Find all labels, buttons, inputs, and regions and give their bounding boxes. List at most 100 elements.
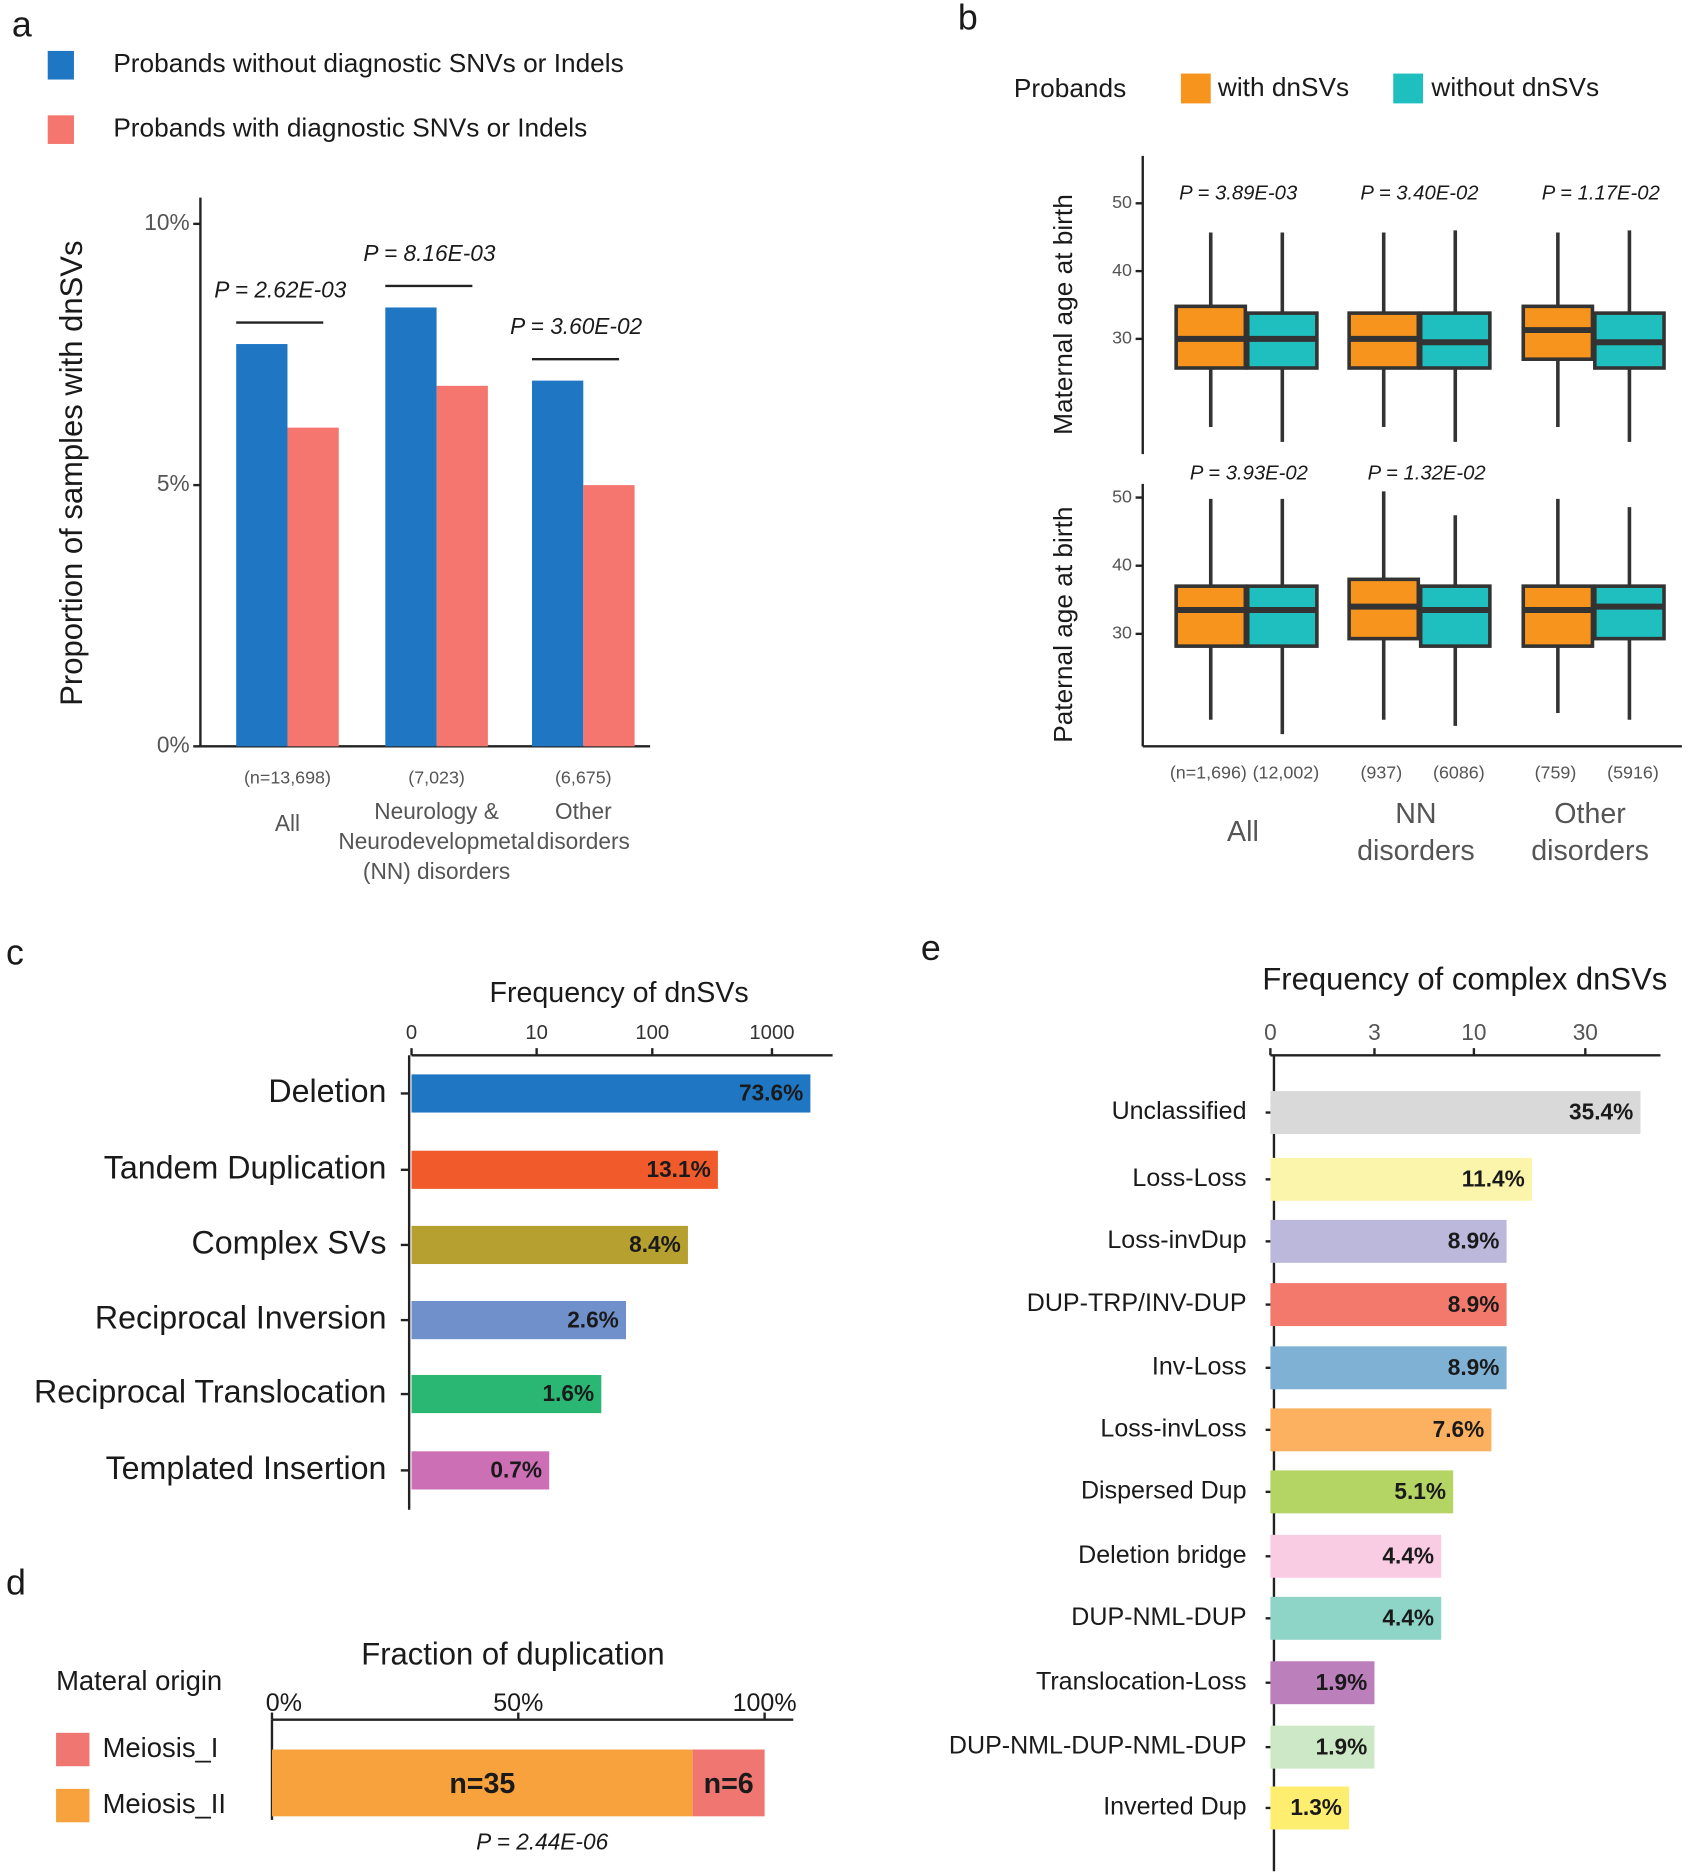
x-tick-label: disorders [1531, 835, 1649, 867]
x-tick-label: (NN) disorders [363, 858, 510, 884]
bar-label: n=35 [449, 1768, 515, 1800]
p-value: P = 1.32E-02 [1368, 463, 1486, 485]
n-label: (6,675) [555, 767, 612, 787]
y-tick-label: Loss-invDup [1107, 1226, 1246, 1254]
p-value: P = 8.16E-03 [363, 240, 495, 266]
p-value: P = 2.44E-06 [476, 1829, 608, 1855]
y-tick-label: Loss-Loss [1132, 1164, 1246, 1192]
x-tick-label: NN [1395, 798, 1436, 830]
y-tick-label: Tandem Duplication [104, 1149, 387, 1185]
legend-label: Meiosis_II [103, 1788, 226, 1819]
bar [236, 344, 288, 747]
bar [436, 385, 488, 747]
bar-label: 73.6% [739, 1080, 803, 1106]
legend-label: Meiosis_I [103, 1732, 219, 1763]
bar [1270, 1408, 1492, 1452]
x-tick-label: 100 [635, 1022, 669, 1044]
bar-label: 4.4% [1382, 1604, 1434, 1630]
bar [1270, 1157, 1532, 1201]
bar [1270, 1091, 1641, 1135]
y-tick-label: Reciprocal Inversion [95, 1300, 387, 1336]
bar-label: 1.9% [1316, 1669, 1368, 1695]
bar-label: 5.1% [1394, 1478, 1446, 1504]
box [1521, 584, 1595, 648]
bar-label: 4.4% [1382, 1542, 1434, 1568]
p-value: P = 2.62E-03 [214, 277, 346, 303]
y-tick-label: 30 [1112, 328, 1132, 348]
panel-label: a [12, 5, 32, 45]
bar-label: 13.1% [646, 1156, 710, 1182]
bar-label: 8.9% [1448, 1291, 1500, 1317]
bar-label: n=6 [704, 1768, 754, 1800]
x-tick-label: 100% [733, 1689, 797, 1717]
bar [411, 1301, 626, 1340]
y-tick-label: DUP-NML-DUP [1071, 1603, 1246, 1631]
p-value: P = 3.60E-02 [510, 313, 642, 339]
bar [411, 1451, 550, 1490]
bar [1270, 1661, 1375, 1705]
n-label: (6086) [1433, 762, 1485, 782]
x-tick-label: All [275, 810, 300, 836]
x-tick-label: 30 [1573, 1019, 1598, 1045]
bar [1270, 1596, 1442, 1640]
y-tick-label: 0% [157, 731, 190, 757]
bar [385, 307, 437, 747]
n-label: (937) [1360, 762, 1402, 782]
y-tick-label: DUP-TRP/INV-DUP [1027, 1289, 1247, 1317]
chart-title: Frequency of dnSVs [489, 977, 748, 1009]
box [1418, 584, 1492, 648]
bar [532, 380, 584, 747]
y-tick-label: Complex SVs [191, 1224, 386, 1260]
bar-label: 2.6% [567, 1306, 619, 1332]
x-tick-label: Other [555, 798, 612, 824]
y-tick-label: 40 [1112, 260, 1132, 280]
panel-label: e [921, 928, 941, 968]
legend-label: Probands with diagnostic SNVs or Indels [113, 113, 587, 143]
bar-label: 1.3% [1290, 1794, 1342, 1820]
y-tick-label: 40 [1112, 554, 1132, 574]
y-tick-label: Inverted Dup [1103, 1793, 1246, 1821]
x-tick-label: 0 [1264, 1019, 1277, 1045]
y-tick-label: 50 [1112, 192, 1132, 212]
y-tick-label: Reciprocal Translocation [34, 1374, 386, 1410]
bar-label: 7.6% [1433, 1416, 1485, 1442]
legend-label: with dnSVs [1217, 72, 1349, 102]
box [1593, 584, 1666, 641]
y-tick-label: 5% [157, 470, 190, 496]
box [1245, 584, 1319, 648]
legend-swatch [1180, 73, 1211, 104]
y-tick-label: Deletion bridge [1078, 1541, 1246, 1569]
n-label: (n=13,698) [244, 767, 331, 787]
p-value: P = 3.93E-02 [1190, 463, 1308, 485]
bar-label: 8.9% [1448, 1228, 1500, 1254]
p-value: P = 3.40E-02 [1360, 182, 1478, 204]
bar [1270, 1470, 1454, 1514]
bar [411, 1074, 811, 1113]
n-label: (12,002) [1253, 762, 1320, 782]
n-label: (5916) [1607, 762, 1659, 782]
n-label: (759) [1535, 762, 1577, 782]
x-tick-label: disorders [1357, 835, 1475, 867]
legend-swatch [47, 50, 74, 80]
bar [1270, 1219, 1507, 1263]
bar-label: 35.4% [1569, 1099, 1633, 1125]
x-tick-label: All [1227, 816, 1259, 848]
x-tick-label: Neurology & [374, 798, 499, 824]
x-tick-label: 0% [266, 1689, 302, 1717]
n-label: (n=1,696) [1170, 762, 1247, 782]
legend-swatch [47, 115, 74, 144]
box [1174, 584, 1248, 648]
bar-label: 8.4% [629, 1231, 681, 1257]
panel-label: c [6, 933, 24, 973]
y-tick-label: Templated Insertion [106, 1450, 387, 1486]
bar-label: 1.6% [543, 1380, 595, 1406]
bar [411, 1374, 602, 1414]
legend-label: Probands without diagnostic SNVs or Inde… [113, 48, 623, 78]
bar [287, 427, 339, 747]
n-label: (7,023) [408, 767, 465, 787]
bar-segment [692, 1749, 765, 1817]
legend-title: Materal origin [56, 1665, 222, 1696]
y-axis-label: Paternal age at birth [1048, 507, 1078, 743]
bar [411, 1225, 688, 1265]
panel-label: b [958, 0, 978, 37]
